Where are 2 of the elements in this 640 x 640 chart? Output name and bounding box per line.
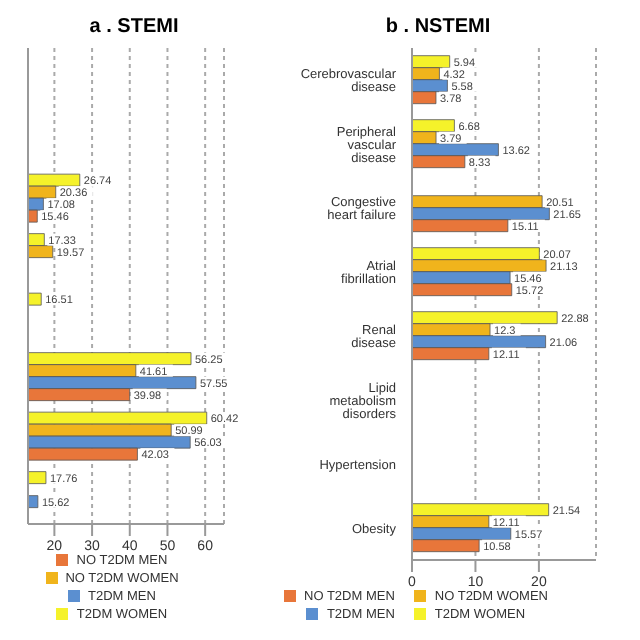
chart-title: b . NSTEMI xyxy=(383,16,493,42)
chart-title: a . STEMI xyxy=(87,16,181,42)
